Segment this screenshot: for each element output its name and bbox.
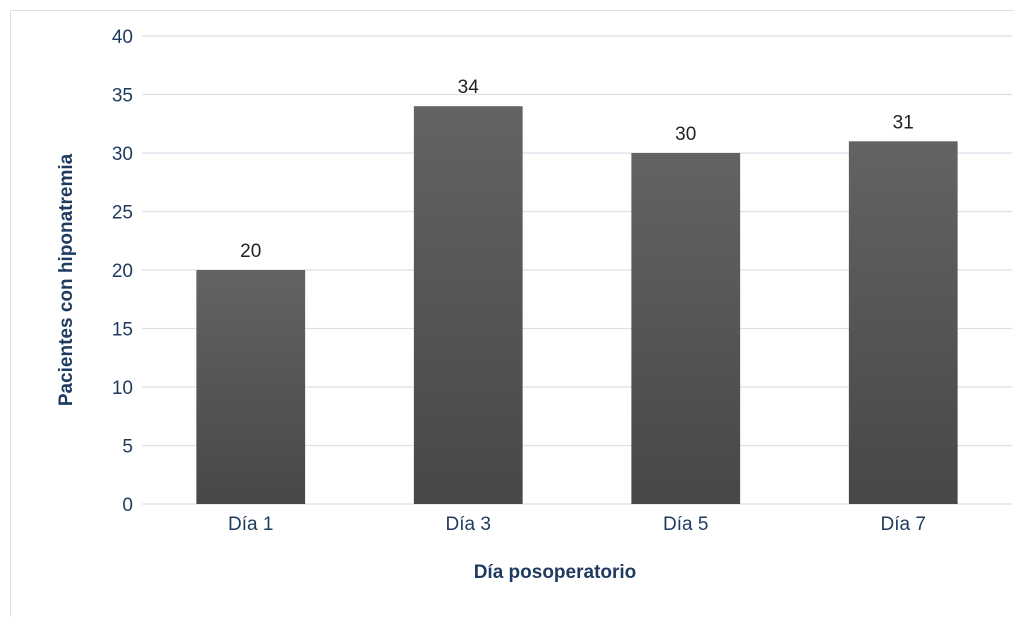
data-label: 20 — [240, 241, 261, 262]
y-tick-label: 20 — [112, 261, 133, 282]
y-tick-label: 30 — [112, 144, 133, 165]
y-tick-label: 40 — [112, 27, 133, 48]
x-tick-label: Día 3 — [446, 514, 491, 535]
bar — [848, 141, 958, 505]
x-tick-label: Día 7 — [881, 514, 926, 535]
bar — [631, 153, 741, 504]
y-tick-label: 25 — [112, 203, 133, 224]
bar — [413, 106, 523, 504]
data-label: 34 — [458, 77, 480, 98]
data-labels: 20 34 30 31 — [240, 77, 914, 262]
bars — [196, 106, 958, 505]
x-tick-label: Día 5 — [663, 514, 708, 535]
x-axis-title: Día posoperatorio — [474, 562, 637, 583]
y-axis-title: Pacientes con hiponatremia — [56, 153, 77, 406]
y-tick-label: 10 — [112, 378, 133, 399]
chart-frame — [10, 10, 1014, 617]
x-axis-ticks: Día 1 Día 3 Día 5 Día 7 — [228, 514, 926, 535]
y-tick-label: 35 — [112, 86, 133, 107]
y-tick-label: 0 — [122, 495, 133, 516]
x-tick-label: Día 1 — [228, 514, 273, 535]
y-axis-ticks: 0 5 10 15 20 25 30 35 40 — [112, 27, 133, 516]
data-label: 30 — [675, 124, 696, 145]
y-tick-label: 5 — [122, 437, 133, 458]
data-label: 31 — [893, 112, 914, 133]
bar — [196, 270, 306, 504]
y-tick-label: 15 — [112, 320, 133, 341]
